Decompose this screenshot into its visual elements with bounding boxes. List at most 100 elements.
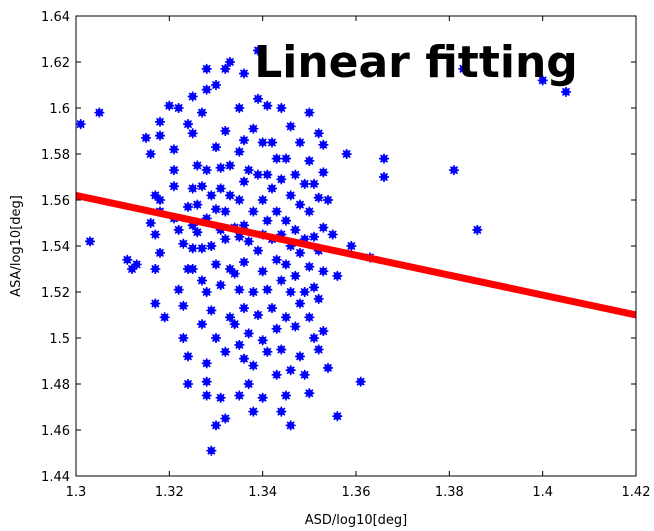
data-point [201,63,212,74]
data-point [309,178,319,189]
data-point [206,241,217,251]
data-point [206,445,217,456]
data-point [178,238,189,249]
data-point [262,346,273,357]
data-point [304,312,315,323]
data-point [271,206,282,217]
data-point [183,351,193,362]
data-point [220,413,231,424]
data-point [379,153,389,164]
data-point [183,201,193,212]
data-point [304,107,315,118]
data-point [253,45,263,56]
data-point [299,287,310,297]
data-point [257,266,268,277]
scatter-points [75,45,571,456]
data-point [169,181,179,192]
data-point [239,135,249,146]
y-tick-label: 1.52 [41,286,70,301]
data-point [192,160,203,171]
data-point [201,376,212,387]
data-point [85,236,95,247]
data-point [150,298,161,309]
data-point [155,247,165,258]
data-point [379,172,389,182]
data-point [299,369,310,380]
x-tick-label: 1.32 [155,485,184,500]
data-point [561,86,571,97]
data-point [94,107,105,118]
data-point [225,190,235,201]
data-point [271,369,282,380]
data-point [267,183,277,194]
data-point [215,183,226,194]
data-point [229,268,240,279]
data-point [281,215,291,226]
data-point [295,351,305,362]
data-point [276,103,287,113]
data-point [262,215,273,226]
data-point [187,128,198,139]
data-point [304,261,315,272]
data-point [271,323,282,334]
data-point [155,116,165,127]
data-point [131,259,142,270]
data-point [234,195,245,205]
data-point [239,303,249,314]
x-axis-label: ASD/log10[deg] [305,513,408,528]
y-tick-label: 1.48 [41,378,70,393]
data-point [141,132,151,143]
data-point [173,284,184,295]
data-point [304,206,315,217]
y-tick-label: 1.58 [41,148,70,163]
data-point [271,153,282,164]
data-point [346,241,357,251]
data-point [341,149,352,159]
data-point [253,93,263,104]
data-point [332,411,343,422]
data-point [145,149,156,159]
linear-fit-line [75,191,637,319]
data-point [253,169,263,180]
x-tick-label: 1.38 [435,485,464,500]
data-point [201,390,212,401]
data-point [276,406,287,417]
x-tick-label: 1.3 [66,485,87,500]
y-tick-label: 1.54 [41,240,70,255]
data-point [206,305,217,316]
data-point [271,254,282,265]
data-point [276,344,287,355]
data-point [355,376,366,387]
data-point [327,229,338,240]
data-point [304,155,315,166]
data-point [281,259,291,270]
data-point [150,264,161,274]
data-point [178,333,189,343]
data-point [159,312,170,323]
data-point [234,146,245,157]
data-point [187,183,198,194]
data-point [243,379,254,389]
data-point [234,339,245,350]
data-point [220,126,231,136]
data-point [197,319,207,330]
x-tick-label: 1.4 [532,485,553,500]
x-tick-label: 1.36 [342,485,371,500]
data-point [220,234,231,245]
data-point [295,199,305,210]
data-point [243,165,254,176]
data-point [187,264,198,274]
data-point [285,287,296,297]
data-point [537,75,548,86]
x-tick-label: 1.42 [622,485,651,500]
data-point [313,192,324,203]
data-point [458,63,469,74]
data-point [201,84,212,95]
y-tick-label: 1.44 [41,470,70,485]
data-point [449,165,459,176]
data-point [239,68,249,79]
data-point [192,227,203,238]
data-point [267,137,277,148]
data-point [257,195,268,205]
